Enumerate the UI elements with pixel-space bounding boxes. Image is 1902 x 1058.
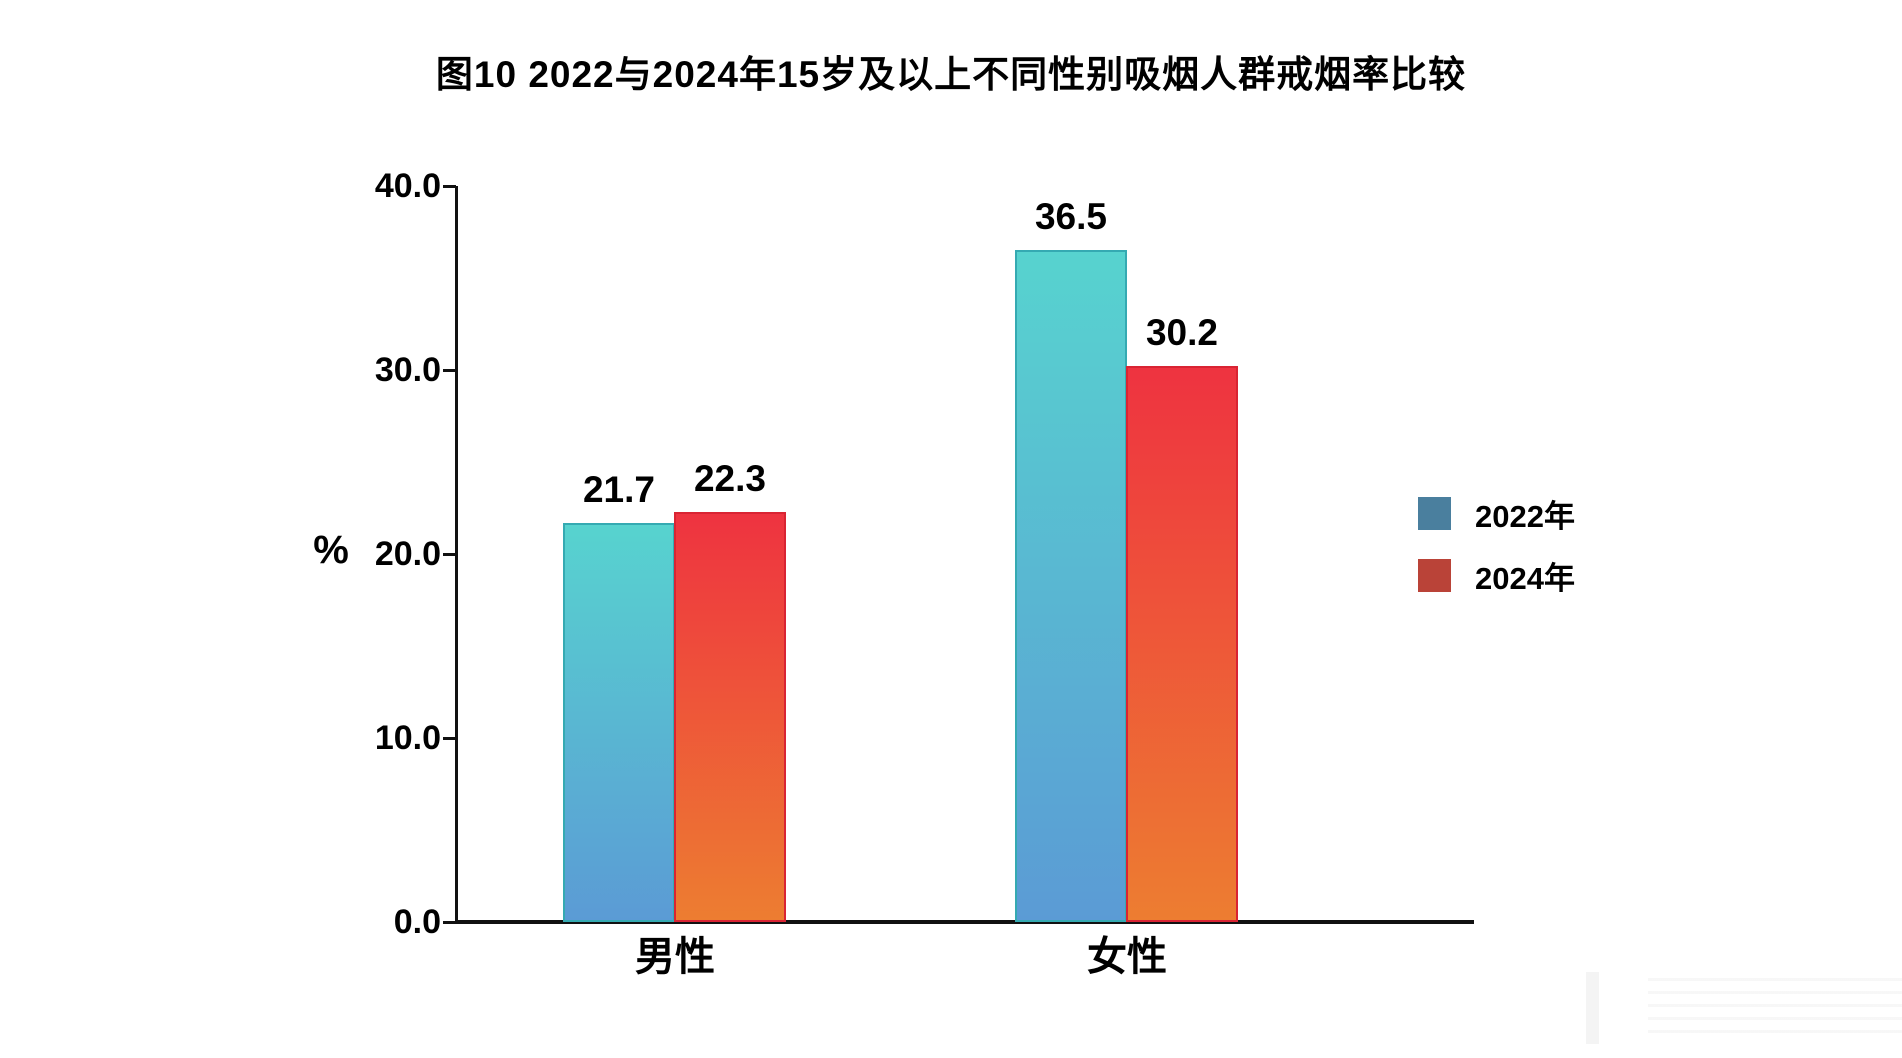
x-axis-line — [455, 920, 1474, 924]
y-tick-label: 0.0 — [393, 903, 441, 941]
bar-2024年-女性 — [1126, 366, 1238, 922]
y-tick-mark — [443, 920, 456, 924]
bar-value-label: 36.5 — [1034, 196, 1107, 238]
bar-2024年-男性 — [674, 511, 786, 922]
y-tick-label: 40.0 — [374, 167, 441, 205]
watermark-stroke — [1586, 972, 1599, 1044]
watermark — [1586, 972, 1902, 1048]
legend-label-2022: 2022年 — [1475, 499, 1575, 534]
legend: 2022年 2024年 — [1418, 491, 1575, 598]
y-axis-line — [455, 186, 458, 924]
y-tick-mark — [443, 184, 456, 188]
legend-label-2024: 2024年 — [1475, 561, 1575, 596]
category-label-女性: 女性 — [1087, 935, 1167, 979]
legend-item-2022: 2022年 — [1418, 491, 1575, 536]
watermark-lines — [1648, 978, 1902, 1042]
legend-swatch-2022 — [1418, 497, 1451, 530]
chart-title: 图10 2022与2024年15岁及以上不同性别吸烟人群戒烟率比较 — [435, 54, 1467, 95]
bar-value-label: 30.2 — [1145, 312, 1218, 354]
y-axis-label: % — [313, 528, 349, 572]
bar-2022年-女性 — [1015, 250, 1127, 922]
y-tick-label: 20.0 — [374, 535, 441, 573]
y-tick-mark — [443, 736, 456, 740]
y-tick-mark — [443, 552, 456, 556]
bar-2022年-男性 — [563, 522, 675, 922]
legend-item-2024: 2024年 — [1418, 553, 1575, 598]
legend-swatch-2024 — [1418, 559, 1451, 592]
category-label-男性: 男性 — [635, 935, 715, 979]
y-tick-label: 30.0 — [374, 351, 441, 389]
y-tick-mark — [443, 368, 456, 372]
bar-value-label: 22.3 — [693, 457, 766, 499]
y-tick-label: 10.0 — [374, 719, 441, 757]
bar-value-label: 21.7 — [582, 468, 655, 510]
